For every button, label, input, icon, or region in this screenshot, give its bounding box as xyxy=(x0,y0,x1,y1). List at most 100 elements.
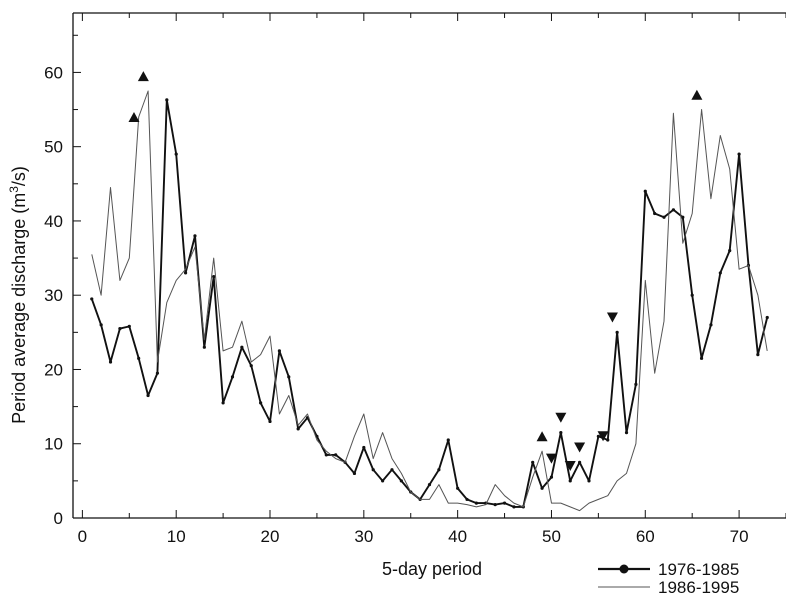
data-point-1976-1985 xyxy=(334,453,338,457)
data-point-1976-1985 xyxy=(456,486,460,490)
data-point-1976-1985 xyxy=(587,479,591,483)
triangle-down-marker xyxy=(564,461,576,472)
legend-marker-dot xyxy=(619,564,629,574)
legend: 1976-1985 1986-1995 xyxy=(598,560,739,597)
data-point-1976-1985 xyxy=(446,438,450,442)
legend-label-1986-1995: 1986-1995 xyxy=(658,578,739,597)
data-point-1976-1985 xyxy=(681,215,685,219)
data-point-1976-1985 xyxy=(268,419,272,424)
data-point-1976-1985 xyxy=(212,275,216,279)
data-point-1976-1985 xyxy=(765,315,769,320)
series-line-1976-1985 xyxy=(90,98,769,508)
x-tick-label: 30 xyxy=(354,527,373,546)
triangle-down-marker xyxy=(555,412,567,423)
y-axis-label-tail: /s) xyxy=(9,166,29,186)
data-point-1976-1985 xyxy=(230,375,235,379)
data-point-1976-1985 xyxy=(371,468,375,472)
data-point-1976-1985 xyxy=(615,330,619,334)
y-tick-label: 50 xyxy=(44,138,63,157)
data-point-1976-1985 xyxy=(465,497,469,502)
data-point-1976-1985 xyxy=(296,427,300,431)
data-point-1976-1985 xyxy=(699,356,704,360)
data-point-1976-1985 xyxy=(324,453,328,457)
data-point-1976-1985 xyxy=(249,364,253,368)
data-point-1976-1985 xyxy=(427,482,432,487)
data-point-1976-1985 xyxy=(624,430,629,435)
data-point-1976-1985 xyxy=(643,189,647,193)
data-point-1976-1985 xyxy=(165,98,169,102)
data-point-1976-1985 xyxy=(540,486,544,490)
x-tick-label: 40 xyxy=(448,527,467,546)
data-point-1976-1985 xyxy=(728,249,732,253)
triangle-up-marker xyxy=(536,431,548,442)
data-point-1976-1985 xyxy=(737,152,741,156)
y-tick-label: 60 xyxy=(44,63,63,82)
data-point-1976-1985 xyxy=(390,468,394,472)
y-tick-label: 0 xyxy=(54,509,63,528)
data-point-1976-1985 xyxy=(380,479,385,483)
data-point-1976-1985 xyxy=(493,503,497,507)
x-tick-label: 60 xyxy=(636,527,655,546)
data-point-1976-1985 xyxy=(596,434,600,438)
data-point-1976-1985 xyxy=(559,430,563,435)
y-axis-label: Period average discharge (m3/s) xyxy=(7,166,29,424)
chart-ticks: 0 10 20 30 40 50 60 70 0 10 20 30 40 50 60 xyxy=(44,13,786,546)
data-point-1976-1985 xyxy=(174,152,178,156)
y-tick-label: 30 xyxy=(44,286,63,305)
triangle-down-marker xyxy=(597,431,609,442)
data-point-1976-1985 xyxy=(202,345,206,349)
data-point-1976-1985 xyxy=(690,293,694,297)
data-point-1976-1985 xyxy=(399,479,403,483)
series-line-1986-1995 xyxy=(91,90,768,512)
legend-label-1976-1985: 1976-1985 xyxy=(658,560,739,579)
data-point-1976-1985 xyxy=(146,393,150,398)
triangle-up-marker xyxy=(128,111,140,122)
x-axis-label: 5-day period xyxy=(382,559,482,579)
triangle-down-marker xyxy=(574,442,586,453)
triangle-down-marker xyxy=(606,312,618,323)
y-axis-label-main: Period average discharge (m xyxy=(9,193,29,424)
x-tick-label: 10 xyxy=(167,527,186,546)
data-point-1976-1985 xyxy=(606,438,610,442)
data-point-1976-1985 xyxy=(474,501,479,505)
data-point-1976-1985 xyxy=(653,211,657,216)
data-point-1976-1985 xyxy=(502,501,507,505)
data-point-1976-1985 xyxy=(549,475,554,479)
data-point-1976-1985 xyxy=(108,360,113,364)
data-point-1976-1985 xyxy=(99,323,103,327)
data-point-1976-1985 xyxy=(671,208,676,212)
chart-axes xyxy=(72,12,786,519)
x-tick-label: 0 xyxy=(78,527,87,546)
x-tick-label: 50 xyxy=(542,527,561,546)
data-point-1976-1985 xyxy=(137,356,141,360)
data-point-1976-1985 xyxy=(578,460,582,464)
chart-markers xyxy=(128,71,703,472)
data-point-1976-1985 xyxy=(240,345,244,349)
y-axis-label-superscript: 3 xyxy=(7,186,21,193)
data-point-1976-1985 xyxy=(221,401,225,405)
data-point-1976-1985 xyxy=(259,401,263,405)
x-tick-label: 20 xyxy=(261,527,280,546)
data-point-1976-1985 xyxy=(568,479,572,483)
data-point-1976-1985 xyxy=(118,327,122,331)
data-point-1976-1985 xyxy=(352,471,357,476)
data-point-1976-1985 xyxy=(193,234,197,238)
data-point-1976-1985 xyxy=(277,349,281,353)
y-tick-label: 20 xyxy=(44,360,63,379)
data-point-1976-1985 xyxy=(709,323,713,327)
triangle-up-marker xyxy=(137,71,149,82)
triangle-down-marker xyxy=(545,453,557,464)
data-point-1976-1985 xyxy=(362,445,366,450)
data-point-1976-1985 xyxy=(90,297,94,301)
data-point-1976-1985 xyxy=(531,460,535,464)
data-point-1976-1985 xyxy=(183,271,188,275)
data-point-1976-1985 xyxy=(718,271,722,275)
data-point-1976-1985 xyxy=(155,371,160,375)
triangle-up-marker xyxy=(691,89,703,100)
y-tick-label: 40 xyxy=(44,212,63,231)
data-point-1976-1985 xyxy=(634,382,638,386)
data-point-1976-1985 xyxy=(756,353,760,357)
data-point-1976-1985 xyxy=(662,215,666,219)
x-tick-label: 70 xyxy=(730,527,749,546)
